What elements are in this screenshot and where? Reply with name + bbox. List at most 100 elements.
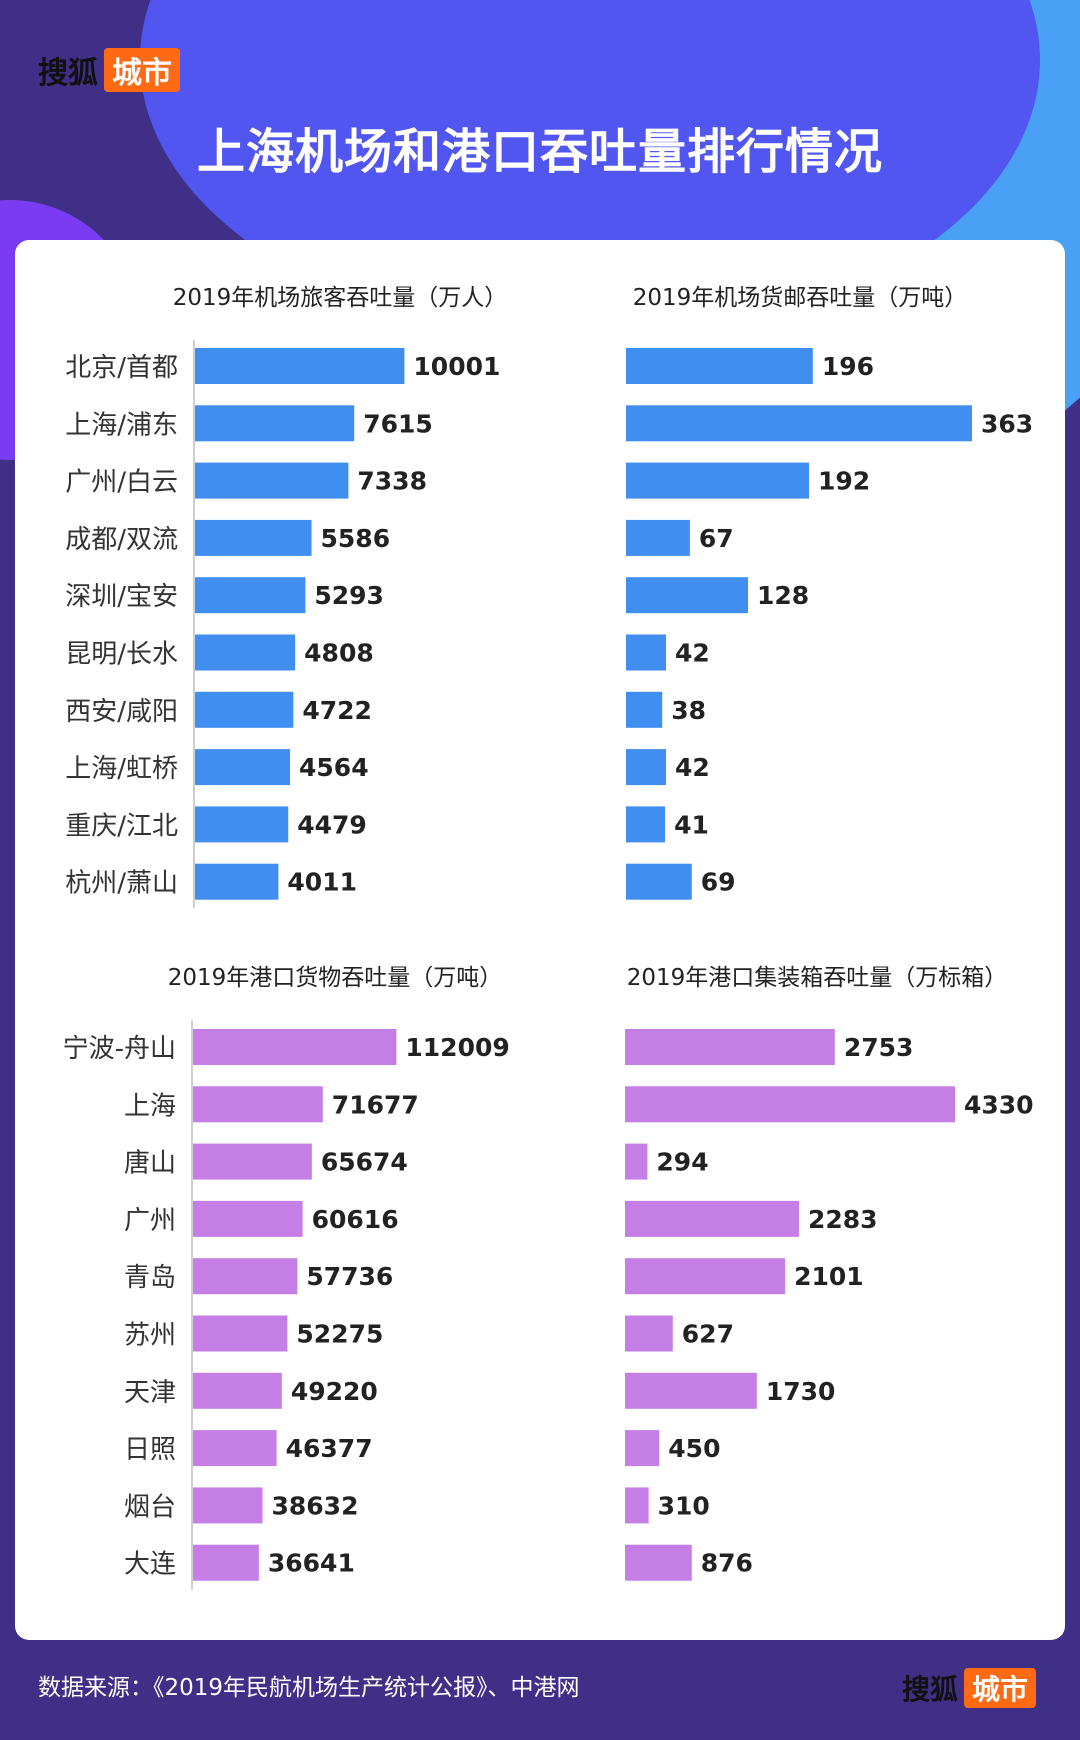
chart-2-bar-9 <box>626 806 666 843</box>
chart-4-value-label-6: 627 <box>682 1320 734 1349</box>
chart-3-category-label-1: 宁波-舟山 <box>63 1034 176 1064</box>
footer-source: 数据来源：《2019年民航机场生产统计公报》、中港网 <box>38 1675 580 1701</box>
chart-1-category-label-2: 上海/浦东 <box>65 410 178 440</box>
chart-1-category-label-4: 成都/双流 <box>65 525 178 555</box>
chart-3-category-label-6: 苏州 <box>124 1321 176 1351</box>
chart-1-bar-4 <box>194 519 312 556</box>
chart-4-title: 2019年港口集装箱吞吐量（万标箱） <box>627 965 1008 991</box>
chart-1-value-label-10: 4011 <box>287 868 357 897</box>
chart-1-category-label-5: 深圳/宝安 <box>65 582 178 612</box>
chart-3-value-label-6: 52275 <box>296 1320 383 1349</box>
chart-3-category-label-4: 广州 <box>124 1206 176 1236</box>
chart-1-value-label-4: 5586 <box>321 524 391 553</box>
chart-3-value-label-4: 60616 <box>312 1205 399 1234</box>
chart-1-category-label-10: 杭州/萧山 <box>65 869 178 899</box>
chart-2-bar-4 <box>626 519 690 556</box>
chart-1-category-label-7: 西安/咸阳 <box>65 697 178 727</box>
chart-3-bar-9 <box>192 1487 263 1524</box>
chart-4-value-label-8: 450 <box>668 1434 720 1463</box>
chart-2-value-label-1: 196 <box>822 352 874 381</box>
chart-3-title: 2019年港口货物吞吐量（万吨） <box>168 965 503 991</box>
chart-1-bar-6 <box>194 634 296 671</box>
chart-1-bar-7 <box>194 691 294 728</box>
chart-2-value-label-3: 192 <box>818 467 870 496</box>
chart-4-bar-6 <box>625 1315 673 1352</box>
chart-1-value-label-7: 4722 <box>302 696 372 725</box>
chart-2-bar-8 <box>626 749 667 786</box>
chart-1-bar-1 <box>194 348 405 384</box>
chart-3-value-label-5: 57736 <box>306 1262 393 1291</box>
chart-2-value-label-9: 41 <box>674 810 709 839</box>
chart-1-value-label-9: 4479 <box>297 810 367 839</box>
chart-3-value-label-8: 46377 <box>286 1434 373 1463</box>
chart-3-category-label-8: 日照 <box>124 1435 176 1465</box>
chart-2-title: 2019年机场货邮吞吐量（万吨） <box>633 285 968 311</box>
chart-1-category-label-3: 广州/白云 <box>65 468 178 498</box>
chart-4-bar-3 <box>625 1143 648 1180</box>
chart-3-category-label-9: 烟台 <box>124 1492 176 1522</box>
chart-1-value-label-3: 7338 <box>357 467 427 496</box>
chart-3-value-label-1: 112009 <box>405 1033 509 1062</box>
chart-1-bar-10 <box>194 863 279 900</box>
chart-1-value-label-8: 4564 <box>299 753 369 782</box>
chart-4-value-label-9: 310 <box>658 1491 710 1520</box>
chart-3-category-label-2: 上海 <box>124 1091 176 1121</box>
chart-4-bar-10 <box>625 1544 692 1581</box>
chart-4-bar-4 <box>625 1200 799 1237</box>
chart-1-bar-5 <box>194 577 306 614</box>
chart-4-bar-2 <box>625 1086 955 1123</box>
brand-badge: 城市 <box>104 48 180 92</box>
chart-2-value-label-10: 69 <box>701 868 736 897</box>
brand-name: 搜狐 <box>38 56 98 91</box>
chart-2-bar-1 <box>626 348 813 384</box>
chart-4-value-label-10: 876 <box>701 1549 753 1578</box>
chart-3-bar-8 <box>192 1430 277 1467</box>
chart-4-bar-9 <box>625 1487 649 1524</box>
chart-1-bar-3 <box>194 462 349 499</box>
chart-card <box>15 240 1065 1640</box>
brand-name-bottom: 搜狐 <box>902 1673 959 1706</box>
chart-3-category-label-10: 大连 <box>124 1550 176 1580</box>
chart-4-value-label-1: 2753 <box>844 1033 914 1062</box>
chart-2-bar-3 <box>626 462 810 499</box>
chart-3-bar-2 <box>192 1086 323 1123</box>
chart-4-value-label-4: 2283 <box>808 1205 878 1234</box>
chart-3-category-label-3: 唐山 <box>124 1149 176 1179</box>
chart-1-value-label-1: 10001 <box>413 352 500 381</box>
chart-4-bar-7 <box>625 1372 757 1409</box>
chart-4-bar-5 <box>625 1258 786 1295</box>
chart-3-bar-1 <box>192 1029 397 1065</box>
chart-3-value-label-3: 65674 <box>321 1148 408 1177</box>
chart-3-category-label-7: 天津 <box>124 1378 176 1408</box>
chart-3-value-label-9: 38632 <box>271 1491 358 1520</box>
chart-4-value-label-5: 2101 <box>794 1262 864 1291</box>
chart-1-category-label-9: 重庆/江北 <box>65 811 178 841</box>
chart-3-bar-4 <box>192 1200 303 1237</box>
chart-2-bar-5 <box>626 577 749 614</box>
chart-1-bar-9 <box>194 806 289 843</box>
chart-1-bar-8 <box>194 749 291 786</box>
chart-3-value-label-10: 36641 <box>268 1549 355 1578</box>
chart-3-bar-10 <box>192 1544 259 1581</box>
chart-4-value-label-3: 294 <box>656 1148 708 1177</box>
chart-1-category-label-1: 北京/首都 <box>65 353 178 383</box>
chart-1-category-label-6: 昆明/长水 <box>65 640 178 670</box>
chart-2-value-label-7: 38 <box>671 696 706 725</box>
chart-3-bar-6 <box>192 1315 288 1352</box>
chart-3-bar-3 <box>192 1143 312 1180</box>
chart-2-value-label-6: 42 <box>675 639 710 668</box>
chart-4-bar-8 <box>625 1430 660 1467</box>
chart-2-bar-6 <box>626 634 667 671</box>
chart-1-bar-2 <box>194 405 355 442</box>
brand-badge-bottom: 城市 <box>964 1668 1037 1708</box>
chart-3-bar-5 <box>192 1258 298 1295</box>
chart-1-category-label-8: 上海/虹桥 <box>65 754 178 784</box>
chart-2-value-label-5: 128 <box>757 581 809 610</box>
chart-4-bar-1 <box>625 1029 835 1065</box>
chart-3-category-label-5: 青岛 <box>124 1263 176 1293</box>
chart-3-value-label-7: 49220 <box>291 1377 378 1406</box>
chart-2-value-label-8: 42 <box>675 753 710 782</box>
brand-logo-top: 搜狐 城市 <box>38 48 180 92</box>
